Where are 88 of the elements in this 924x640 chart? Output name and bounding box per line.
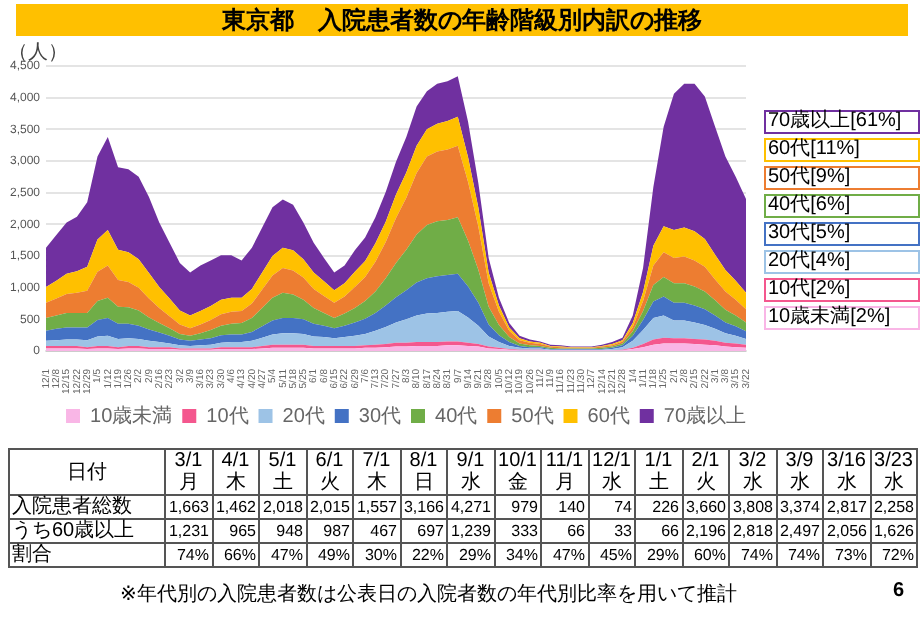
text: 965 <box>212 519 259 543</box>
text: 3,660 <box>682 495 729 519</box>
text: 1,462 <box>212 495 259 519</box>
text: 1,231 <box>165 519 212 543</box>
text: 日付 <box>9 449 165 495</box>
text: 1,663 <box>165 495 212 519</box>
text: 74 <box>588 495 635 519</box>
legend-label: 30代 <box>358 405 402 428</box>
legend-label: 10代 <box>206 405 249 428</box>
text: 4,271 <box>447 495 494 519</box>
text: 66 <box>541 519 588 543</box>
text: 10歳未満[2%] <box>764 306 920 331</box>
text: 74% <box>729 543 776 567</box>
text: 50代[9%] <box>764 166 920 191</box>
text: 979 <box>494 495 541 519</box>
text: 1/1土 <box>638 450 679 494</box>
text: 10/1金 <box>497 450 538 494</box>
legend-label: 20代 <box>282 405 325 428</box>
text: 697 <box>400 519 447 543</box>
text: 3,808 <box>729 495 776 519</box>
text: 987 <box>306 519 353 543</box>
text: 60代[11%] <box>764 138 920 163</box>
text: 3/16水 <box>826 450 867 494</box>
y-axis-title: （人） <box>8 41 68 64</box>
text: 47% <box>259 543 306 567</box>
text: 47% <box>541 543 588 567</box>
text: 3/1月 <box>168 450 209 494</box>
text: 2,018 <box>259 495 306 519</box>
text: 2,258 <box>870 495 917 519</box>
text: 3/23水 <box>873 450 914 494</box>
text: 2,056 <box>823 519 870 543</box>
text: 72% <box>870 543 917 567</box>
text: 22% <box>400 543 447 567</box>
text: 6 <box>892 580 904 602</box>
text: 226 <box>635 495 682 519</box>
text: 4/1木 <box>215 450 256 494</box>
text: 40代[6%] <box>764 194 920 219</box>
text: 29% <box>635 543 682 567</box>
text: 11/1月 <box>544 450 585 494</box>
text: 74% <box>165 543 212 567</box>
text: 2/1火 <box>685 450 726 494</box>
text: 2,497 <box>776 519 823 543</box>
legend-label: 40代 <box>435 405 478 428</box>
text: 入院患者総数 <box>9 495 165 519</box>
text: 66% <box>212 543 259 567</box>
text: 3/9水 <box>779 450 820 494</box>
text: ※年代別の入院患者数は公表日の入院者数の年代別比率を用いて推計 <box>120 581 737 608</box>
text: 70歳以上[61%] <box>764 110 920 135</box>
text: 49% <box>306 543 353 567</box>
text: 29% <box>447 543 494 567</box>
chart-title: 東京都 入院患者数の年齢階級別内訳の推移 <box>16 4 908 36</box>
text: 2,015 <box>306 495 353 519</box>
text: 333 <box>494 519 541 543</box>
text: 1,557 <box>353 495 400 519</box>
text: 73% <box>823 543 870 567</box>
text: 20代[4%] <box>764 250 920 275</box>
text: 1,239 <box>447 519 494 543</box>
text: 66 <box>635 519 682 543</box>
text: 33 <box>588 519 635 543</box>
text: 948 <box>259 519 306 543</box>
legend-label: 10歳未満 <box>90 403 173 428</box>
text: 2,818 <box>729 519 776 543</box>
text: 30% <box>353 543 400 567</box>
text: 60% <box>682 543 729 567</box>
text: 30代[5%] <box>764 222 920 247</box>
text: 74% <box>776 543 823 567</box>
text: 8/1日 <box>403 450 444 494</box>
text: 34% <box>494 543 541 567</box>
text: 140 <box>541 495 588 519</box>
text: 3/2水 <box>732 450 773 494</box>
legend-label: 50代 <box>511 405 554 428</box>
text: 2,817 <box>823 495 870 519</box>
text: 12/1水 <box>591 450 632 494</box>
text: 2,196 <box>682 519 729 543</box>
text: 45% <box>588 543 635 567</box>
legend-label: 70歳以上 <box>663 403 746 428</box>
text: 9/1水 <box>450 450 491 494</box>
text: 3,374 <box>776 495 823 519</box>
text: 7/1木 <box>356 450 397 494</box>
text: 3,166 <box>400 495 447 519</box>
text: 10代[2%] <box>764 278 920 303</box>
text: 5/1土 <box>262 450 303 494</box>
text: 割合 <box>9 543 165 567</box>
text: うち60歳以上 <box>9 519 165 543</box>
legend-label: 60代 <box>587 405 630 428</box>
text: 467 <box>353 519 400 543</box>
text: 1,626 <box>870 519 917 543</box>
text: 6/1火 <box>309 450 350 494</box>
